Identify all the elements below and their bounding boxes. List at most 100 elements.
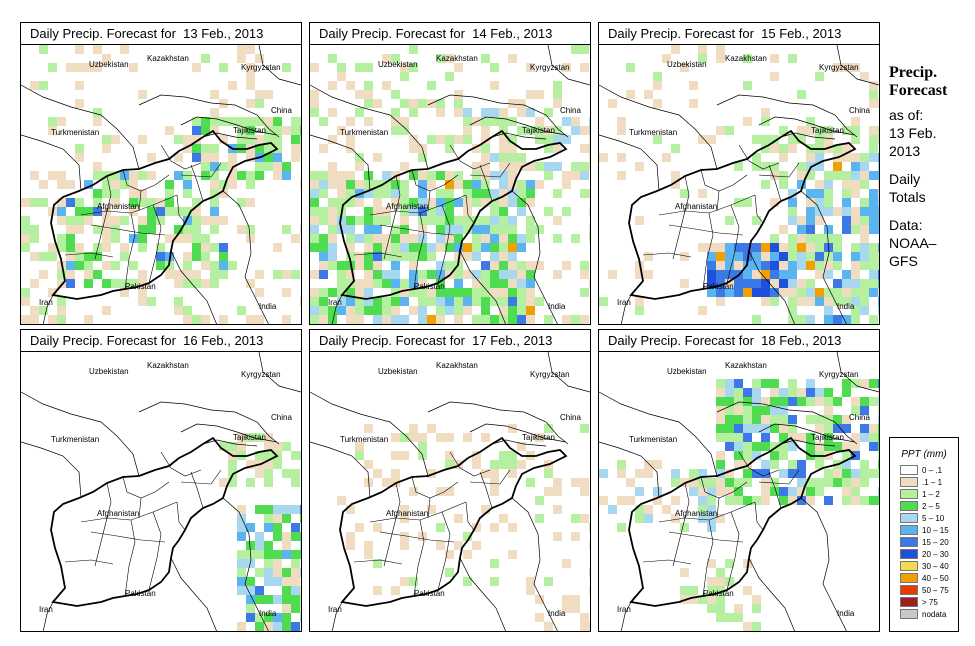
- precip-cell: [860, 234, 869, 243]
- country-border: [491, 439, 547, 447]
- precip-cell: [878, 324, 879, 325]
- precip-cell: [716, 126, 725, 135]
- precip-cell: [589, 234, 590, 243]
- precip-cell: [734, 433, 743, 442]
- precip-cell: [571, 514, 580, 523]
- precip-cell: [761, 487, 770, 496]
- precip-cell: [364, 225, 373, 234]
- province-border: [160, 451, 202, 477]
- precip-cell: [653, 487, 662, 496]
- precip-cell: [481, 234, 490, 243]
- precip-cell: [66, 234, 75, 243]
- country-border: [511, 190, 558, 324]
- precip-cell: [300, 595, 301, 604]
- precip-cell: [427, 135, 436, 144]
- precip-cell: [445, 297, 454, 306]
- precip-cell: [779, 288, 788, 297]
- precip-cell: [75, 153, 84, 162]
- precip-cell: [851, 379, 860, 388]
- precip-cell: [454, 288, 463, 297]
- precip-cell: [644, 252, 653, 261]
- precip-cell: [264, 568, 273, 577]
- precip-cell: [102, 234, 111, 243]
- precip-cell: [66, 243, 75, 252]
- precip-cell: [319, 261, 328, 270]
- precip-cell: [30, 279, 39, 288]
- precip-cell: [824, 180, 833, 189]
- totals-line2: Totals: [889, 189, 926, 205]
- precip-cell: [490, 63, 499, 72]
- precip-cell: [553, 270, 562, 279]
- precip-cell: [219, 189, 228, 198]
- precip-cell: [310, 90, 319, 99]
- precip-cell: [716, 45, 725, 54]
- precip-cell: [282, 225, 291, 234]
- precip-cell: [93, 162, 102, 171]
- precip-cell: [138, 216, 147, 225]
- precip-cell: [779, 153, 788, 162]
- precip-cell: [192, 126, 201, 135]
- precip-cell: [463, 243, 472, 252]
- precip-cell: [237, 117, 246, 126]
- precip-cell: [752, 406, 761, 415]
- precip-cell: [210, 261, 219, 270]
- precip-cell: [418, 532, 427, 541]
- precip-cell: [445, 433, 454, 442]
- precip-cell: [806, 379, 815, 388]
- precip-cell: [328, 225, 337, 234]
- legend-swatch: [900, 501, 918, 511]
- province-border: [437, 511, 451, 591]
- precip-cell: [364, 81, 373, 90]
- province-border: [413, 519, 425, 597]
- precip-cell: [851, 487, 860, 496]
- precip-cell: [156, 243, 165, 252]
- precip-cell: [300, 117, 301, 126]
- precip-cell: [725, 478, 734, 487]
- precip-cell: [743, 496, 752, 505]
- precip-cell: [291, 523, 300, 532]
- precip-cell: [382, 297, 391, 306]
- precip-cell: [246, 595, 255, 604]
- precip-cell: [364, 550, 373, 559]
- precip-cell: [716, 279, 725, 288]
- precip-cell: [228, 460, 237, 469]
- precip-cell: [291, 577, 300, 586]
- precip-cell: [174, 135, 183, 144]
- precip-cell: [400, 162, 409, 171]
- precip-cell: [93, 270, 102, 279]
- precip-cell: [21, 198, 30, 207]
- precip-cell: [644, 514, 653, 523]
- precip-cell: [571, 478, 580, 487]
- precip-cell: [806, 487, 815, 496]
- precip-cell: [878, 406, 879, 415]
- precip-cell: [391, 90, 400, 99]
- precip-cell: [111, 234, 120, 243]
- precip-cell: [436, 487, 445, 496]
- precip-cell: [111, 261, 120, 270]
- precip-cell: [707, 496, 716, 505]
- precip-cell: [878, 180, 879, 189]
- precip-cell: [734, 379, 743, 388]
- precip-cell: [165, 270, 174, 279]
- map-label-iran: Iran: [617, 298, 631, 307]
- precip-cell: [445, 54, 454, 63]
- precip-cell: [237, 126, 246, 135]
- precip-cell: [725, 216, 734, 225]
- precip-cell: [364, 207, 373, 216]
- precip-cell: [562, 315, 571, 324]
- precip-cell: [454, 297, 463, 306]
- province-border: [353, 252, 403, 258]
- precip-cell: [463, 126, 472, 135]
- precip-cell: [138, 171, 147, 180]
- precip-cell: [210, 144, 219, 153]
- precip-cell: [589, 279, 590, 288]
- precip-cell: [346, 180, 355, 189]
- precip-cell: [878, 270, 879, 279]
- precip-cell: [364, 460, 373, 469]
- precip-cell: [481, 189, 490, 198]
- precip-cell: [382, 279, 391, 288]
- precip-cell: [842, 216, 851, 225]
- precip-cell: [436, 523, 445, 532]
- precip-cell: [662, 505, 671, 514]
- precip-cell: [237, 559, 246, 568]
